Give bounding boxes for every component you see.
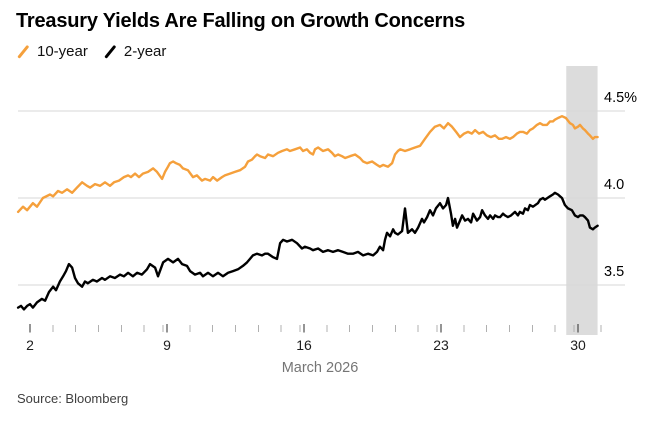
line-10-year [16, 114, 599, 214]
chart-title: Treasury Yields Are Falling on Growth Co… [16, 10, 466, 32]
y-axis-label: 4.0 [604, 177, 625, 193]
legend-item-10-year: 10-year [17, 43, 88, 60]
x-axis-label: 23 [433, 337, 449, 353]
highlight-band [566, 66, 598, 335]
y-axis-label: 4.5% [604, 90, 638, 106]
x-axis-label: 30 [570, 337, 586, 353]
10-year-line-swatch-icon [17, 44, 29, 58]
x-axis-title: March 2026 [281, 360, 359, 376]
x-axis-label: 16 [296, 337, 312, 353]
legend-label-10-year: 10-year [37, 43, 88, 60]
legend-label-2-year: 2-year [123, 43, 167, 60]
x-axis-label: 9 [163, 337, 171, 353]
y-axis-label: 3.5 [604, 264, 625, 280]
x-axis-label: 2 [26, 337, 34, 353]
legend: 10-year 2-year [17, 43, 166, 60]
legend-item-2-year: 2-year [104, 43, 167, 60]
2-year-line-swatch-icon [104, 44, 116, 58]
source-attribution: Source: Bloomberg [17, 391, 129, 406]
line-2-year [16, 191, 599, 311]
